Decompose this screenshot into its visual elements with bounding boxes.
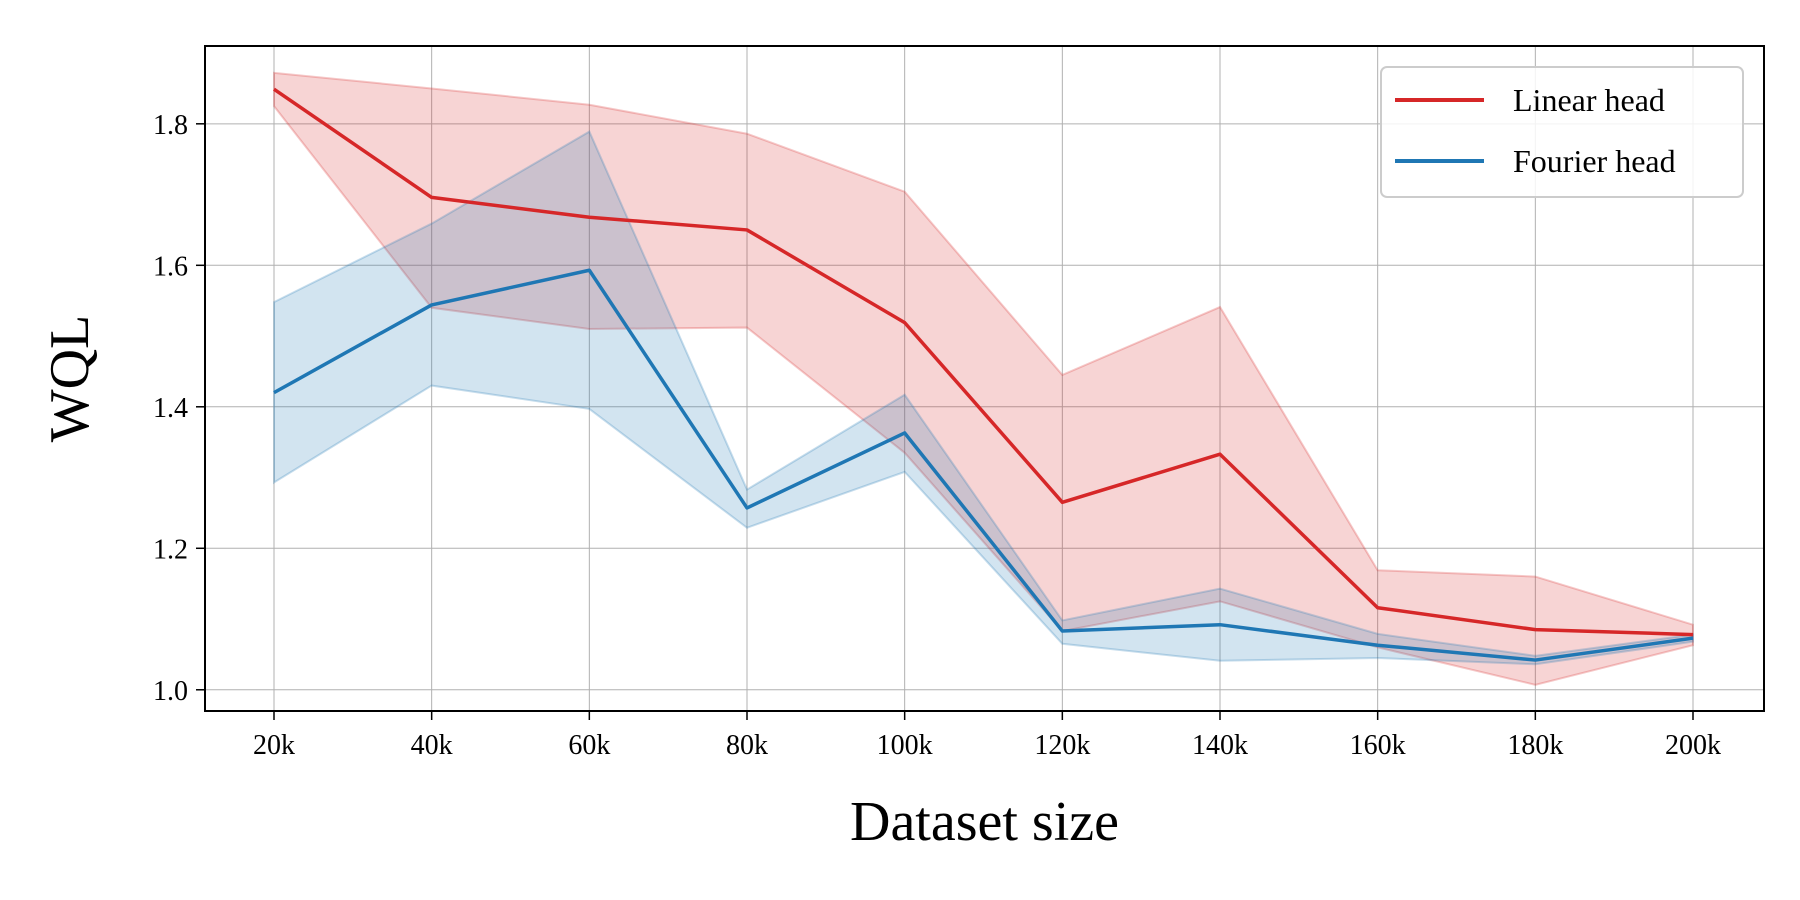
y-tick-label: 1.8	[153, 110, 188, 141]
y-axis-label: WQL	[39, 315, 101, 443]
y-tick-label: 1.6	[153, 251, 188, 282]
x-tick-label: 180k	[1507, 730, 1563, 761]
x-tick-label: 140k	[1192, 730, 1248, 761]
legend-label-fourier-head: Fourier head	[1513, 143, 1676, 179]
x-tick-label: 120k	[1034, 730, 1090, 761]
grid	[205, 46, 1764, 711]
x-tick-label: 40k	[411, 730, 453, 761]
linear-head-band	[273, 71, 1694, 686]
x-axis-label: Dataset size	[850, 791, 1119, 853]
confidence-bands	[273, 71, 1694, 686]
plot-frame	[204, 45, 1765, 712]
x-tick-label: 20k	[253, 730, 295, 761]
x-tick-label: 80k	[726, 730, 768, 761]
x-tick-label: 160k	[1350, 730, 1406, 761]
fourier-head-band	[273, 130, 1694, 666]
x-axis-ticks: 20k 40k 60k 80k 100k 120k 140k 160k 180k 200k	[253, 711, 1721, 761]
series-lines	[273, 87, 1694, 662]
y-tick-label: 1.4	[153, 393, 188, 424]
y-tick-label: 1.0	[153, 676, 188, 707]
x-tick-label: 100k	[877, 730, 933, 761]
linear-head-line	[273, 87, 1694, 637]
legend: Linear head Fourier head	[1380, 66, 1744, 198]
x-tick-label: 60k	[568, 730, 610, 761]
y-axis-ticks: 1.0 1.2 1.4 1.6 1.8	[153, 110, 205, 707]
legend-label-linear-head: Linear head	[1513, 82, 1665, 118]
x-tick-label: 200k	[1665, 730, 1721, 761]
fourier-head-line	[273, 268, 1694, 662]
y-tick-label: 1.2	[153, 534, 188, 565]
